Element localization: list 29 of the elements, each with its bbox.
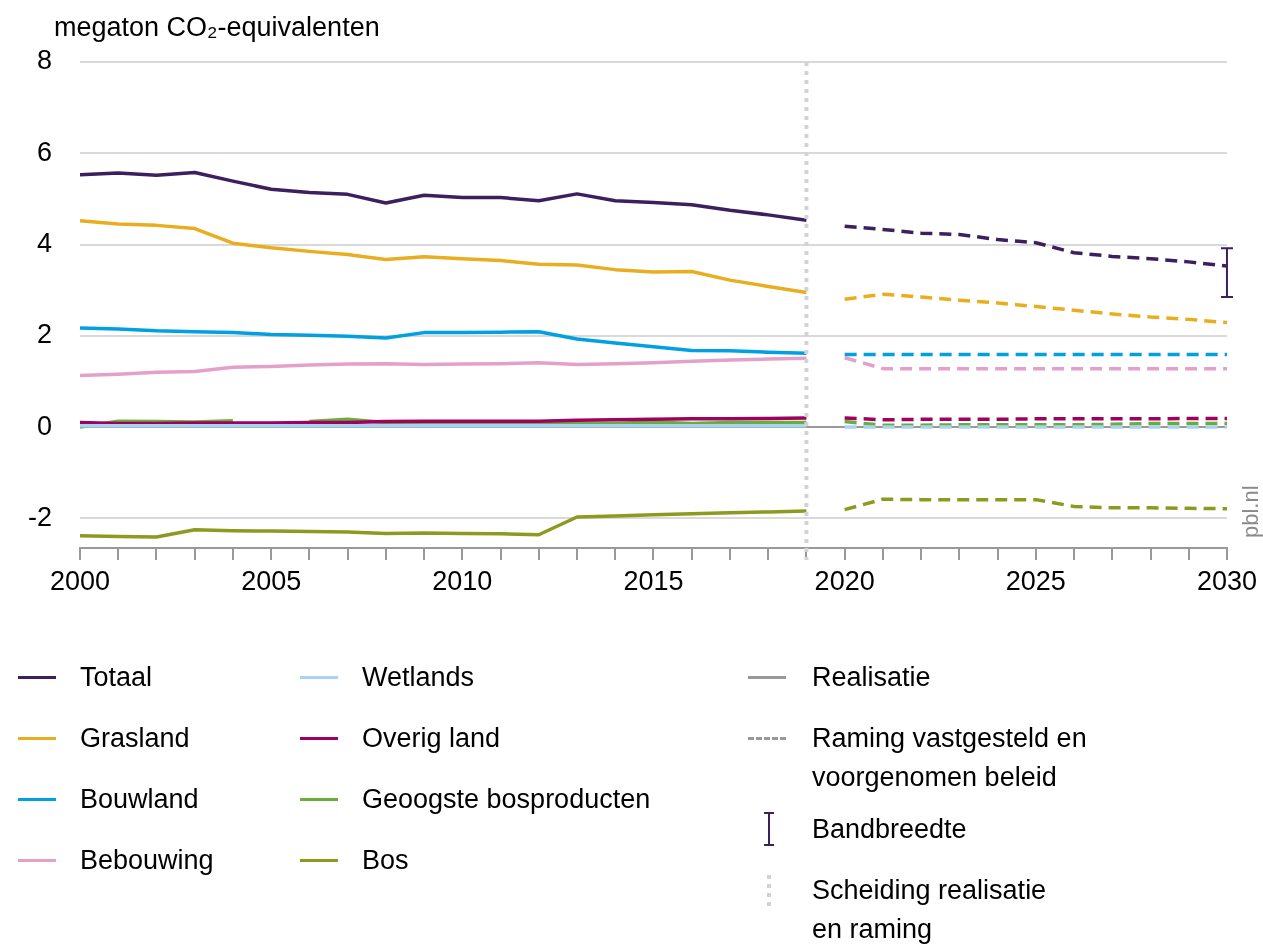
y-tick-label: 4 bbox=[36, 227, 52, 258]
legend-label: Totaal bbox=[80, 661, 153, 694]
y-tick-label: -2 bbox=[27, 501, 52, 532]
legend-label: Bebouwing bbox=[80, 844, 214, 877]
text: Raming vastgesteld en voorgenomen beleid bbox=[812, 722, 1088, 794]
x-tick-label: 2010 bbox=[432, 565, 493, 596]
legend-label: Geoogste bosproducten bbox=[362, 783, 651, 816]
legend-label: Bouwland bbox=[80, 783, 199, 816]
legend-label: Scheiding realisatie en raming bbox=[812, 874, 1048, 946]
line-series bbox=[842, 292, 1227, 325]
y-tick-label: 2 bbox=[36, 319, 52, 350]
legend-label: Bos bbox=[362, 844, 409, 877]
x-tick-label: 2020 bbox=[814, 565, 875, 596]
legend-label: Grasland bbox=[80, 722, 190, 755]
y-tick-label: 0 bbox=[36, 410, 52, 441]
x-tick-label: 2000 bbox=[49, 565, 111, 596]
line-series bbox=[842, 497, 1227, 512]
legend-label: Overig land bbox=[362, 722, 501, 755]
text: Bandbreedte bbox=[812, 813, 967, 846]
y-axis-title: megaton CO₂-equivalenten bbox=[54, 12, 380, 42]
text: Realisatie bbox=[812, 661, 931, 694]
x-tick-label: 2025 bbox=[1005, 565, 1066, 596]
x-tick-label: 2005 bbox=[241, 565, 302, 596]
y-tick-label: 6 bbox=[36, 136, 52, 167]
legend-label: Wetlands bbox=[362, 661, 475, 694]
text: pbl.nl bbox=[1238, 485, 1263, 538]
y-tick-label: 8 bbox=[36, 45, 52, 76]
x-tick-label: 2030 bbox=[1196, 565, 1258, 596]
x-tick-label: 2015 bbox=[623, 565, 684, 596]
